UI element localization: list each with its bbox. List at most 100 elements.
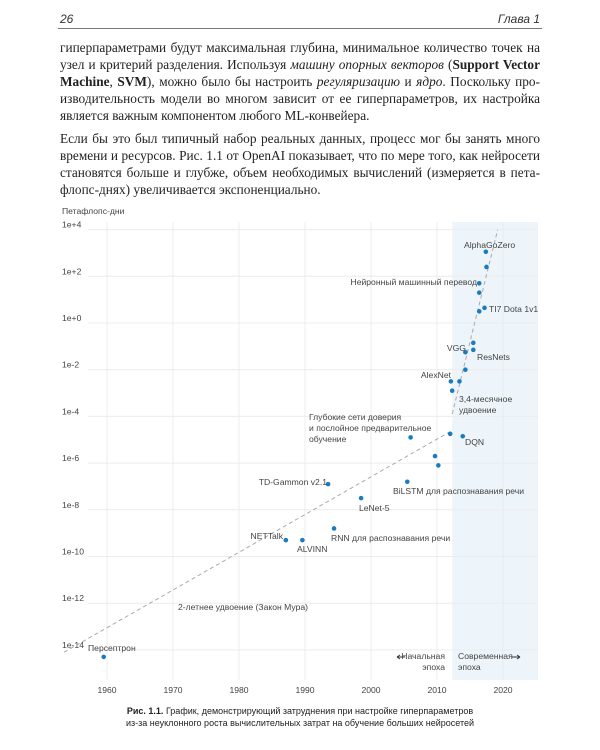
text-span: . Поскольку про- — [442, 74, 540, 89]
x-tick-label: 1970 — [163, 685, 182, 695]
y-axis-label: Петафлопс-дни — [62, 206, 125, 216]
data-point — [457, 379, 462, 384]
bold-term: SVM — [117, 74, 147, 89]
y-tick-label: 1e-14 — [62, 640, 84, 650]
y-tick-label: 1e+0 — [62, 313, 82, 323]
caption-text: График, демонстрирующий затруднения при … — [163, 706, 474, 716]
x-tick-label: 2000 — [361, 685, 380, 695]
point-label: и послойное предварительное — [309, 423, 432, 433]
y-tick-label: 1e-10 — [62, 547, 84, 557]
point-label: DQN — [465, 437, 484, 447]
data-point — [476, 281, 482, 286]
italic-term: регуляризацию — [316, 74, 400, 89]
early-era-label: эпоха — [422, 662, 445, 672]
data-point — [101, 654, 106, 660]
arrow-right-icon — [512, 654, 521, 660]
text-span: , — [109, 74, 118, 89]
point-label: TI7 Dota 1v1 — [489, 304, 538, 314]
data-point — [325, 481, 331, 487]
text-span: времени и ресурсов. Рис. 1.1 от OpenAI п… — [60, 148, 540, 163]
text-line: является важным компонентом любого ML-ко… — [60, 108, 540, 124]
text-span: ), можно было бы настроить — [146, 74, 317, 89]
modern-era-shade — [452, 222, 538, 680]
point-label: NETTalk — [251, 531, 284, 541]
moore-law-label: 2-летнее удвоение (Закон Мура) — [178, 602, 308, 612]
text-span: и — [399, 74, 417, 89]
point-label: ALVINN — [297, 544, 327, 554]
point-label: TD-Gammon v2.1 — [259, 477, 328, 487]
text-line: времени и ресурсов. Рис. 1.1 от OpenAI п… — [60, 148, 540, 164]
data-point — [471, 347, 476, 353]
point-label: Глубокие сети доверия — [309, 412, 402, 422]
text-line: узел и критерий разделения. Используя ма… — [60, 57, 540, 73]
data-point — [483, 249, 489, 255]
point-label: AlexNet — [421, 370, 452, 380]
text-span: является важным компонентом любого ML-ко… — [60, 108, 370, 123]
page-number: 26 — [60, 12, 74, 26]
x-tick-label: 2010 — [427, 685, 446, 695]
text-span: Если бы это был типичный набор реальных … — [60, 131, 540, 146]
data-point — [408, 435, 413, 440]
modern-era-label: Современная — [458, 651, 513, 661]
data-point — [484, 264, 489, 270]
figure-caption-line2: из-за неуклонного роста вычислительных з… — [125, 718, 475, 728]
x-tick-label: 1960 — [97, 685, 116, 695]
italic-term: машину опорных векторов — [290, 57, 444, 72]
bold-term: Support Vector — [452, 57, 540, 72]
trend-line — [63, 429, 453, 653]
text-span: гиперпараметрами будут максимальная глуб… — [60, 40, 540, 55]
header-rule — [58, 28, 542, 29]
data-point — [447, 431, 453, 437]
modern-era-label: эпоха — [458, 662, 481, 672]
point-label: Персептрон — [88, 643, 136, 653]
doubling-label-1: 3,4-месячное — [459, 394, 512, 404]
point-label: обучение — [309, 434, 347, 444]
point-label: VGG — [447, 343, 466, 353]
bold-term: Machine — [60, 74, 110, 89]
text-line: Machine, SVM), можно было бы настроить р… — [60, 74, 540, 90]
y-tick-label: 1e-8 — [62, 500, 79, 510]
text-span: флопс-днях) увеличивается экспоненциальн… — [60, 182, 321, 197]
x-tick-label: 1990 — [295, 685, 314, 695]
data-point — [300, 537, 305, 543]
text-span: ( — [443, 57, 453, 72]
y-tick-label: 1e+2 — [62, 266, 82, 276]
data-point — [460, 433, 466, 439]
point-label: Нейронный машинный перевод — [350, 277, 477, 287]
early-era-label: Начальная — [401, 651, 445, 661]
data-point — [358, 495, 364, 501]
data-point — [405, 479, 410, 485]
point-label: LeNet-5 — [359, 503, 390, 513]
text-span: становятся больше и глубже, объем необхо… — [60, 165, 540, 180]
x-tick-label: 1980 — [229, 685, 248, 695]
caption-label: Рис. 1.1. — [126, 706, 164, 716]
data-point — [463, 349, 468, 355]
text-span: изводительность модели во многом зависит… — [60, 91, 540, 106]
text-line: гиперпараметрами будут максимальная глуб… — [60, 40, 540, 56]
data-point — [482, 305, 487, 311]
chapter-title: Глава 1 — [497, 12, 540, 26]
point-label: BiLSTM для распознавания речи — [393, 486, 524, 496]
data-point — [283, 537, 289, 543]
y-tick-label: 1e-6 — [62, 453, 79, 463]
text-line: Если бы это был типичный набор реальных … — [60, 131, 540, 147]
y-tick-label: 1e-4 — [62, 406, 79, 416]
point-label: AlphaGoZero — [464, 240, 515, 250]
data-point — [449, 388, 455, 394]
data-point — [331, 526, 337, 531]
text-span: узел и критерий разделения. Используя — [60, 57, 291, 72]
arrow-left-icon — [396, 654, 405, 660]
figure-caption: Рис. 1.1. График, демонстрирующий затруд… — [0, 706, 600, 716]
data-point — [476, 290, 482, 295]
italic-term: ядро — [416, 74, 443, 89]
text-line: флопс-днях) увеличивается экспоненциальн… — [60, 182, 540, 198]
text-line: изводительность модели во многом зависит… — [60, 91, 540, 107]
y-tick-label: 1e-2 — [62, 360, 79, 370]
x-tick-label: 2020 — [493, 685, 512, 695]
text-line: становятся больше и глубже, объем необхо… — [60, 165, 540, 181]
data-point — [436, 463, 441, 468]
y-tick-label: 1e-12 — [62, 593, 84, 603]
data-point — [476, 309, 482, 314]
point-label: RNN для распознавания речи — [331, 533, 450, 543]
